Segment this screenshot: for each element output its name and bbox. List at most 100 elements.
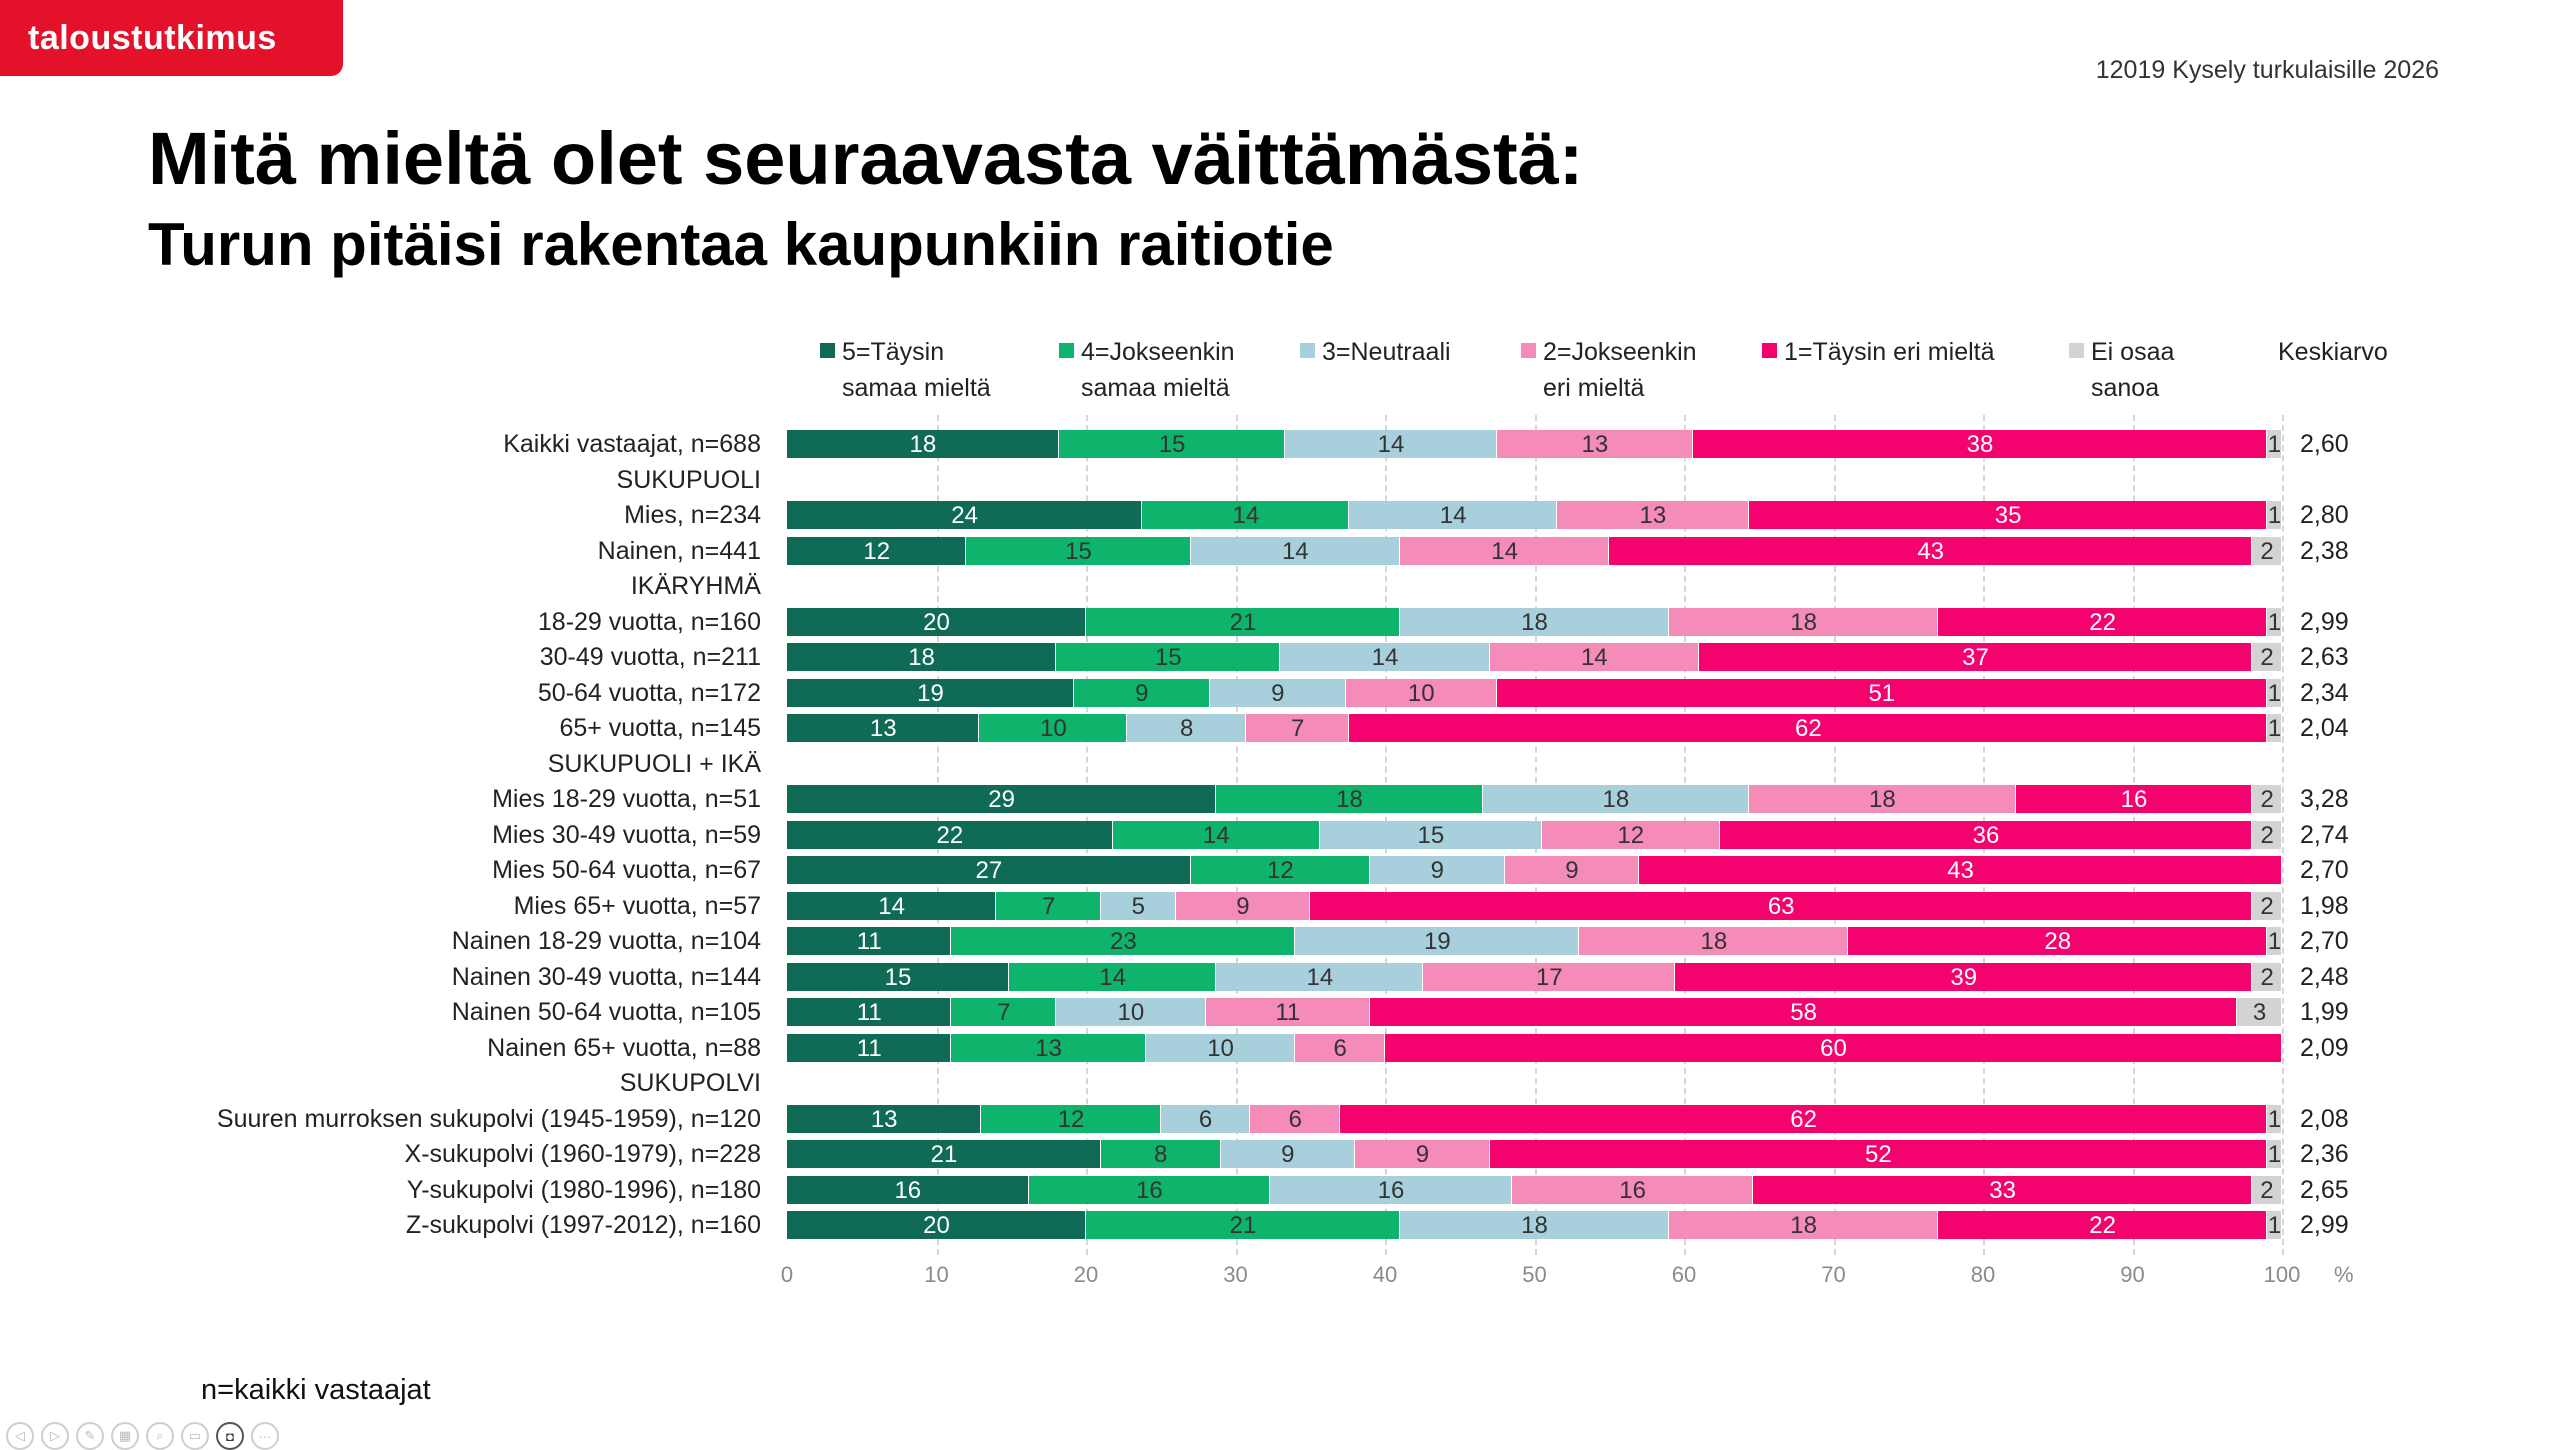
footnote: n=kaikki vastaajat	[201, 1374, 431, 1406]
data-label: 39	[1950, 963, 1978, 991]
bar-segment	[1295, 927, 1580, 955]
mean-value: 1,99	[2300, 998, 2349, 1026]
data-label: 20	[923, 608, 950, 636]
data-label: 8	[1179, 715, 1194, 742]
legend-item: 2=Jokseenkin eri mieltä	[1521, 334, 1697, 406]
bar-segment	[787, 998, 952, 1026]
pen-icon[interactable]: ✎	[76, 1422, 104, 1450]
bar-segment	[1058, 430, 1286, 458]
bar-segment	[787, 430, 1059, 458]
bar-segment	[1556, 501, 1750, 529]
data-label: 9	[1430, 857, 1444, 884]
x-tick-label: 50	[1522, 1262, 1547, 1287]
camera-icon[interactable]: ◘	[216, 1422, 244, 1450]
bar-segment	[787, 927, 952, 955]
data-label: 14	[1232, 502, 1260, 529]
bar-segment	[1669, 1211, 1939, 1239]
data-label: 14	[1491, 537, 1518, 565]
gridline	[2282, 415, 2284, 1255]
mean-value: 3,28	[2300, 785, 2349, 813]
bar-segment	[1295, 1033, 1385, 1062]
legend-swatch	[2069, 343, 2084, 358]
data-label: 15	[1417, 821, 1445, 849]
bar-segment	[1399, 1211, 1670, 1239]
bar-segment	[2251, 1175, 2282, 1204]
bar-segment	[1423, 962, 1676, 991]
bar-segment	[1511, 1175, 1754, 1204]
data-label: 18	[1336, 786, 1363, 813]
bar-segment	[1749, 501, 2268, 529]
mean-column-header: Keskiarvo	[2278, 338, 2388, 366]
data-label: 2	[2260, 821, 2274, 849]
bar-segment	[1541, 820, 1720, 849]
bar-segment	[787, 1211, 1086, 1239]
row-label: X-sukupolvi (1960-1979), n=228	[404, 1140, 761, 1168]
data-label: 12	[1057, 1105, 1085, 1133]
data-label: 1	[2267, 1105, 2282, 1133]
data-label: 16	[2120, 786, 2148, 813]
bar-segment	[1280, 643, 1490, 671]
legend-swatch	[1059, 343, 1074, 358]
data-label: 18	[1790, 1212, 1817, 1239]
bar-segment	[2266, 430, 2282, 458]
mean-value: 2,09	[2300, 1033, 2349, 1062]
data-label: 21	[1229, 608, 1257, 636]
subtitles-icon[interactable]: ▭	[181, 1422, 209, 1450]
bar-segment	[1504, 856, 1640, 884]
data-label: 23	[1110, 928, 1137, 955]
bar-segment	[979, 714, 1128, 742]
row-label: Nainen 30-49 vuotta, n=144	[451, 962, 761, 991]
x-tick-label: 10	[924, 1262, 949, 1287]
row-label: Nainen, n=441	[597, 536, 761, 565]
data-label: 1	[2267, 715, 2282, 742]
bar-segment	[2015, 785, 2253, 813]
bar-segment	[951, 1033, 1146, 1062]
data-label: 1	[2267, 679, 2282, 707]
bar-segment	[787, 820, 1113, 849]
legend-item: 4=Jokseenkin samaa mieltä	[1059, 334, 1235, 406]
x-tick-label: 90	[2120, 1262, 2145, 1287]
data-label: 1	[2267, 608, 2282, 636]
data-label: 9	[1565, 857, 1579, 884]
bar-segment	[1100, 1140, 1221, 1168]
page-subtitle: Turun pitäisi rakentaa kaupunkiin raitio…	[148, 211, 1334, 278]
mean-value: 2,36	[2300, 1140, 2349, 1168]
zoom-icon[interactable]: ⌕	[146, 1422, 174, 1450]
more-icon[interactable]: ···	[251, 1422, 279, 1450]
data-label: 7	[1041, 892, 1056, 920]
row-label: Mies 50-64 vuotta, n=67	[492, 856, 761, 884]
bar-segment	[787, 714, 980, 742]
legend-label: 4=Jokseenkin samaa mieltä	[1081, 338, 1235, 402]
bar-segment	[2266, 678, 2282, 707]
prev-icon[interactable]: ◁	[6, 1422, 34, 1450]
data-label: 11	[856, 928, 882, 955]
group-header: IKÄRYHMÄ	[630, 572, 761, 600]
bar-segment	[996, 891, 1101, 920]
bar-segment	[1340, 1104, 2268, 1133]
next-icon[interactable]: ▷	[41, 1422, 69, 1450]
x-tick-label: 80	[1970, 1262, 1996, 1287]
row-label: 30-49 vuotta, n=211	[539, 643, 761, 671]
bar-segment	[1086, 1211, 1400, 1239]
legend-label: 3=Neutraali	[1322, 338, 1451, 366]
data-label: 9	[1271, 679, 1285, 707]
data-label: 10	[1407, 679, 1435, 707]
data-label: 2	[2260, 892, 2274, 920]
data-label: 2	[2260, 963, 2274, 991]
data-label: 14	[878, 892, 905, 920]
mean-value: 2,04	[2300, 714, 2349, 742]
bar-segment	[787, 962, 1010, 991]
group-header: SUKUPUOLI	[616, 465, 761, 494]
bar-segment	[2267, 607, 2282, 636]
row-label: Mies 30-49 vuotta, n=59	[492, 820, 761, 849]
bar-segment	[1073, 678, 1210, 707]
data-label: 15	[1065, 537, 1092, 565]
bar-segment	[1190, 536, 1400, 565]
mean-value: 2,48	[2300, 962, 2349, 991]
group-header: SUKUPUOLI + IKÄ	[547, 749, 761, 778]
data-label: 14	[1377, 431, 1405, 458]
slides-icon[interactable]: ▦	[111, 1422, 139, 1450]
bar-segment	[2267, 927, 2282, 955]
row-label: Mies 65+ vuotta, n=57	[513, 891, 761, 920]
